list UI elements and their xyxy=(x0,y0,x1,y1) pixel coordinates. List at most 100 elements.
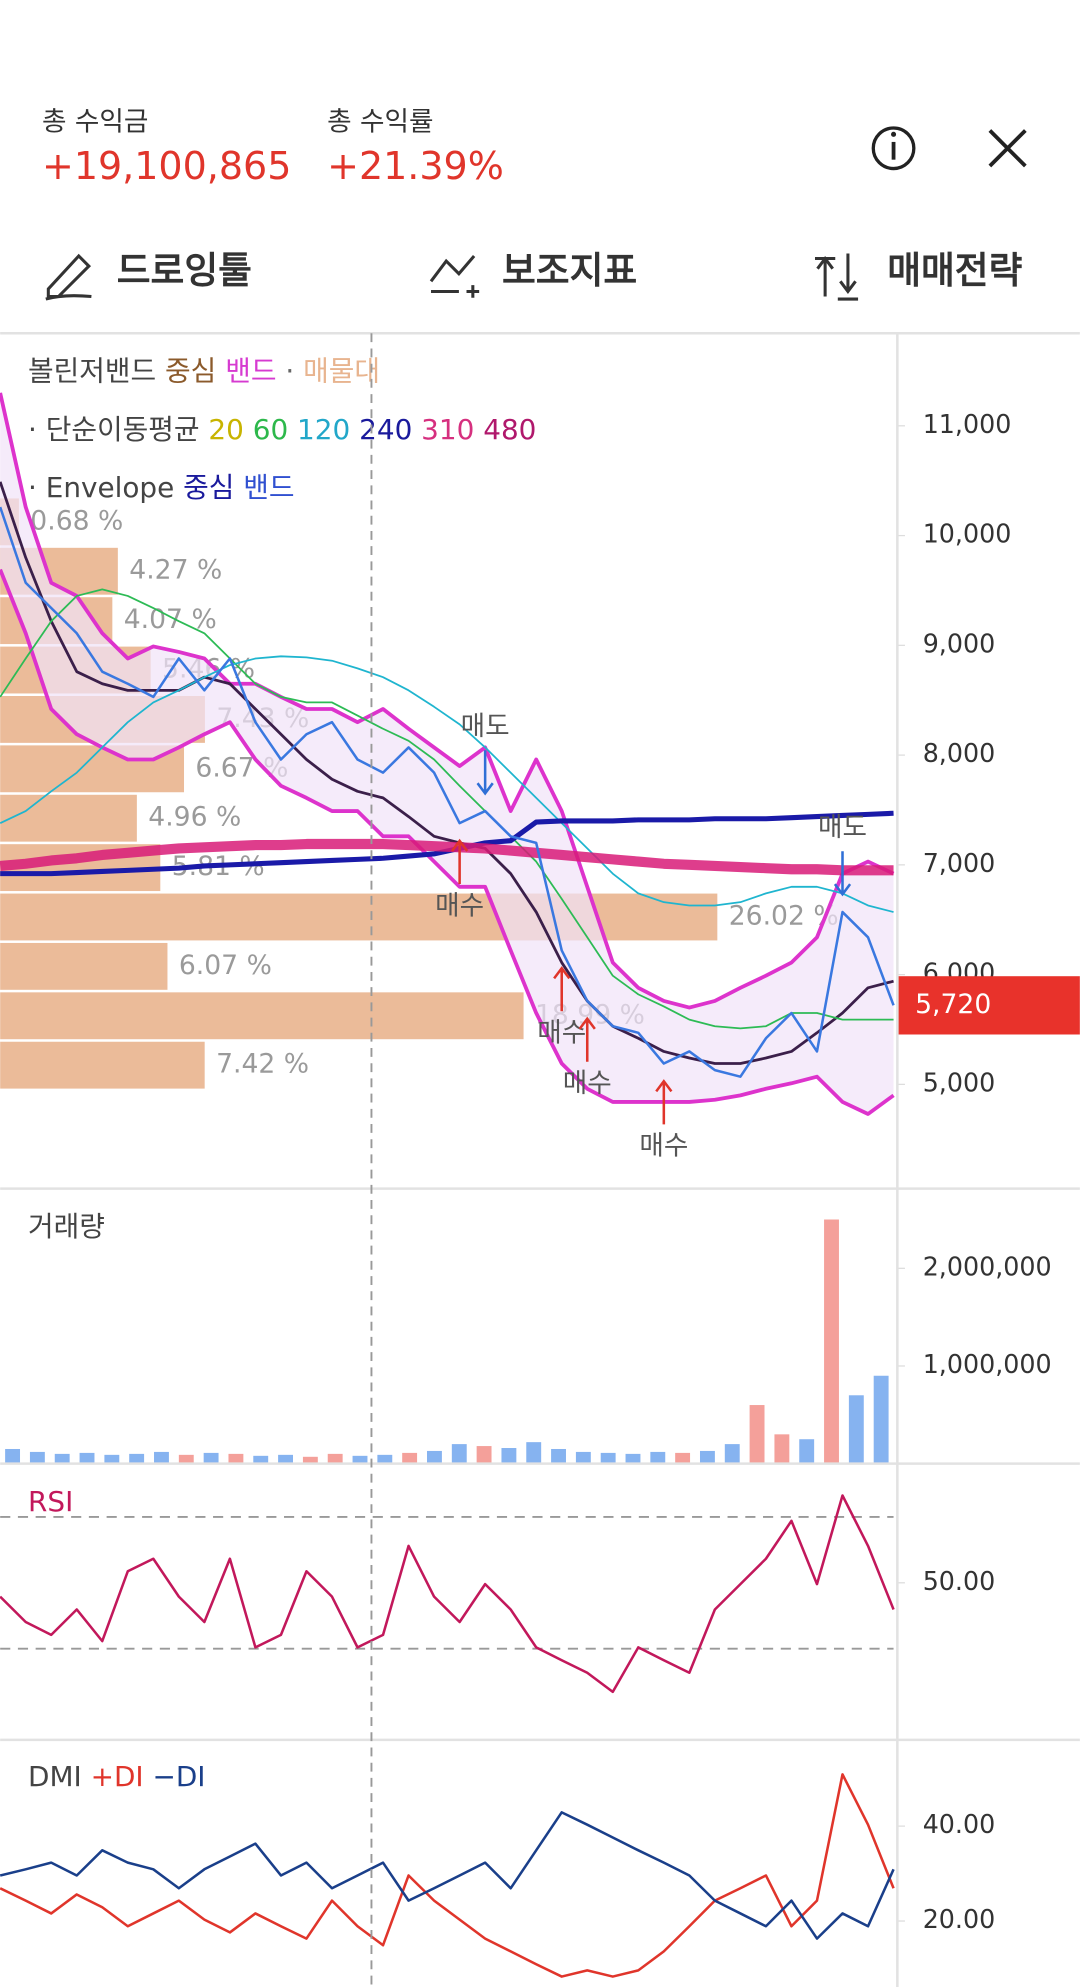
series-line xyxy=(0,481,894,1065)
legend-entry: 480 xyxy=(483,413,536,446)
y-tick-label: 1,000,000 xyxy=(923,1349,1052,1379)
legend-entry: · xyxy=(285,355,294,388)
last-price-box xyxy=(897,976,1080,1035)
volume-bar xyxy=(699,1450,715,1464)
volume-bar xyxy=(104,1454,120,1464)
toolbar-label[interactable]: 드로잉툴 xyxy=(117,249,252,292)
panel: RSI xyxy=(0,1485,895,1694)
volume-bar xyxy=(178,1454,194,1464)
legend-entry: −DI xyxy=(153,1760,206,1793)
buy-arrow xyxy=(553,966,571,1012)
legend-entry: 60 xyxy=(253,413,288,446)
close-button[interactable] xyxy=(988,129,1027,168)
volume-bar xyxy=(5,1448,21,1464)
plots: 0.68 %4.27 %4.07 %5.46 %7.43 %6.67 %4.96… xyxy=(0,355,1080,1978)
panel: 0.68 %4.27 %4.07 %5.46 %7.43 %6.67 %4.96… xyxy=(0,355,895,1162)
volume-bar xyxy=(278,1454,293,1464)
return-label: 총 수익률 xyxy=(327,106,433,137)
y-tick-label: 2,000,000 xyxy=(923,1251,1052,1281)
profile-label: 4.07 % xyxy=(124,604,217,635)
legend-entry: 거래량 xyxy=(28,1210,105,1243)
legend-entry: 310 xyxy=(421,413,474,446)
toolbar-label[interactable]: 매매전략 xyxy=(887,249,1022,292)
buy-arrow xyxy=(578,1016,596,1062)
series-line xyxy=(0,588,894,1030)
legend: 거래량 xyxy=(28,1210,105,1243)
y-tick-label: 20.00 xyxy=(923,1904,996,1934)
profile-label: 4.27 % xyxy=(129,555,222,586)
y-tick-label: 40.00 xyxy=(923,1809,996,1839)
drawing-tool-button[interactable]: 드로잉툴 xyxy=(45,249,252,301)
y-tick-label: 7,000 xyxy=(923,848,996,878)
legend-entry: 240 xyxy=(359,413,412,446)
volume-bar xyxy=(551,1448,566,1464)
strategy-button[interactable]: 매매전략 xyxy=(814,249,1023,301)
sell-arrow xyxy=(476,750,494,796)
y-tick-label: 5,000 xyxy=(923,1067,996,1097)
legend-entry: RSI xyxy=(28,1485,73,1518)
series-line xyxy=(0,1811,895,1940)
buy-arrow xyxy=(655,1079,673,1125)
volume-bar xyxy=(848,1395,864,1464)
series-line xyxy=(0,568,895,1116)
series-line xyxy=(0,506,895,1078)
panel: 거래량 xyxy=(5,1210,889,1464)
volume-bar xyxy=(774,1434,790,1464)
profile-label: 0.68 % xyxy=(30,505,123,536)
volume-bar xyxy=(402,1452,418,1464)
sell-arrow xyxy=(833,851,852,897)
legend-entry: · Envelope xyxy=(28,471,174,504)
legend-entry: 밴드 xyxy=(243,471,294,504)
volume-bar xyxy=(575,1451,591,1464)
legend-entry: 중심 xyxy=(165,355,216,388)
panel: DMI +DI −DI xyxy=(0,1760,895,1978)
volume-bar xyxy=(377,1454,393,1464)
indicator-button[interactable]: 보조지표 xyxy=(429,249,637,298)
legend: 볼린저밴드 중심 밴드 · 매물대 xyxy=(28,355,380,388)
profile-bar xyxy=(0,1041,205,1089)
profile-bar xyxy=(0,942,168,990)
profit-label: 총 수익금 xyxy=(42,106,148,137)
toolbar-label[interactable]: 보조지표 xyxy=(502,249,637,292)
series-line xyxy=(0,1773,895,1978)
legend-entry: 20 xyxy=(208,413,243,446)
volume-bar xyxy=(476,1446,492,1464)
volume-bar xyxy=(749,1405,765,1464)
legend-entry: 중심 xyxy=(183,471,234,504)
series-line xyxy=(0,1494,895,1694)
profile-label: 7.42 % xyxy=(216,1049,309,1080)
profile-label: 6.07 % xyxy=(179,950,272,981)
volume-bar xyxy=(724,1444,740,1464)
series-line xyxy=(0,838,894,876)
volume-bar xyxy=(799,1439,815,1464)
volume-bar xyxy=(253,1455,269,1464)
trade-label: 매수 xyxy=(563,1068,612,1099)
volume-bar xyxy=(824,1219,839,1464)
legend-entry: 매물대 xyxy=(303,355,380,388)
trade-label: 매수 xyxy=(435,890,484,921)
volume-bar xyxy=(79,1452,95,1464)
info-button[interactable] xyxy=(871,126,916,171)
legend-entry: DMI xyxy=(28,1760,82,1793)
y-tick-label: 9,000 xyxy=(923,628,996,658)
volume-bar xyxy=(29,1451,45,1464)
volume-bar xyxy=(327,1453,343,1464)
last-price-label: 5,720 xyxy=(915,989,991,1020)
legend-entry: 120 xyxy=(297,413,350,446)
volume-bar xyxy=(873,1375,889,1464)
series-line xyxy=(0,392,895,1010)
legend: DMI +DI −DI xyxy=(28,1760,205,1793)
trade-label: 매수 xyxy=(537,1018,586,1049)
buy-arrow xyxy=(451,838,469,884)
volume-bar xyxy=(675,1452,691,1464)
volume-bar xyxy=(625,1453,641,1464)
y-tick-label: 11,000 xyxy=(923,409,1012,439)
series-line xyxy=(0,655,894,913)
trade-label: 매도 xyxy=(818,812,867,843)
legend: · Envelope 중심 밴드 xyxy=(28,471,294,504)
profile-bar xyxy=(0,794,137,842)
return-value: +21.39% xyxy=(327,144,504,188)
volume-bar xyxy=(54,1453,70,1464)
